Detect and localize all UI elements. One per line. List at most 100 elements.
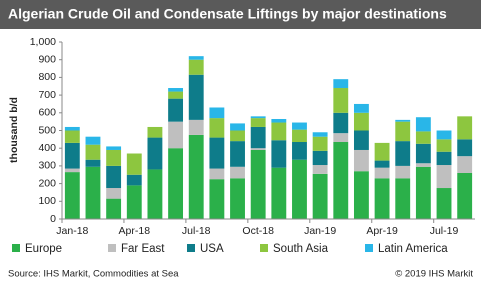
- bar-segment: [230, 130, 245, 142]
- bar-segment: [271, 122, 287, 141]
- bar-segment: [85, 144, 101, 160]
- legend-label: Europe: [25, 243, 62, 255]
- legend-swatch: [260, 244, 268, 252]
- y-tick-label: 600: [38, 107, 56, 119]
- bar-segment: [168, 91, 184, 99]
- bar-segment: [333, 133, 349, 143]
- y-axis-label: thousand b/d: [8, 97, 20, 163]
- bar-segment: [188, 119, 204, 135]
- x-tick-label: Apr-19: [366, 225, 398, 237]
- legend-swatch: [187, 244, 195, 252]
- bar-segment: [209, 107, 225, 119]
- bar-segment: [168, 98, 184, 122]
- bar-segment: [147, 137, 163, 170]
- bar-segment: [292, 122, 307, 130]
- bar-segment: [64, 142, 80, 169]
- y-tick-label: 100: [38, 195, 56, 207]
- bar-segment: [312, 132, 328, 137]
- bar-segment: [209, 168, 225, 180]
- x-tick-label: Jul-19: [430, 225, 459, 237]
- y-tick-label: 0: [50, 213, 56, 225]
- bar-segment: [106, 188, 122, 199]
- bar-segment: [250, 148, 266, 150]
- legend-label: Far East: [121, 243, 165, 255]
- y-tick-label: 800: [38, 71, 56, 83]
- bar-segment: [333, 88, 349, 113]
- y-tick-label: 900: [38, 53, 56, 65]
- x-tick-label: Jan-18: [56, 225, 88, 237]
- bar-segment: [209, 179, 225, 219]
- bar-segment: [188, 134, 204, 219]
- bar-segment: [85, 136, 101, 145]
- legend-label: USA: [200, 243, 224, 255]
- bar-segment: [64, 126, 80, 131]
- bar-segment: [457, 139, 473, 157]
- y-tick-label: 300: [38, 160, 56, 172]
- x-tick-label: Jan-19: [304, 225, 336, 237]
- bar-segment: [395, 119, 411, 122]
- copyright: © 2019 IHS Markit: [395, 269, 473, 280]
- bar-segment: [436, 165, 452, 189]
- bar-segment: [188, 59, 204, 75]
- bar-segment: [333, 79, 349, 89]
- bar-segment: [126, 153, 142, 175]
- bar-segment: [292, 142, 307, 160]
- bar-segment: [188, 56, 204, 60]
- bar-segment: [353, 149, 369, 172]
- bar-segment: [106, 146, 122, 150]
- x-tick-label: Oct-18: [242, 225, 274, 237]
- bar-segment: [353, 103, 369, 113]
- bar-segment: [333, 112, 349, 134]
- bar-segment: [106, 198, 122, 219]
- legend-swatch: [365, 244, 373, 252]
- bar-segment: [168, 88, 184, 92]
- bar-segment: [64, 168, 80, 173]
- legend-label: South Asia: [273, 243, 329, 255]
- bar-segment: [126, 185, 142, 219]
- bar-segment: [250, 149, 266, 219]
- bar-segment: [415, 131, 431, 144]
- chart-title: Algerian Crude Oil and Condensate Liftin…: [8, 6, 447, 22]
- y-tick-label: 700: [38, 89, 56, 101]
- bar-segment: [374, 160, 390, 168]
- bar-segment: [415, 143, 431, 164]
- bar-segment: [415, 166, 431, 219]
- bar-segment: [230, 178, 245, 219]
- bar-segment: [106, 165, 122, 189]
- bar-segment: [209, 137, 225, 169]
- bar-segment: [457, 172, 473, 219]
- bar-segment: [436, 151, 452, 166]
- bar-segment: [374, 178, 390, 219]
- bar-segment: [168, 148, 184, 219]
- bar-segment: [147, 126, 163, 138]
- bar-segment: [395, 178, 411, 219]
- y-tick-label: 200: [38, 177, 56, 189]
- bar-segment: [250, 116, 266, 119]
- legend-swatch: [108, 244, 116, 252]
- bar-segment: [64, 172, 80, 219]
- bar-segment: [85, 159, 101, 167]
- bar-segment: [168, 121, 184, 149]
- bar-segment: [312, 136, 328, 151]
- bar-segment: [230, 141, 245, 167]
- bar-segment: [333, 142, 349, 219]
- bar-segment: [85, 166, 101, 219]
- bar-segment: [374, 142, 390, 161]
- bar-segment: [457, 116, 473, 140]
- bar-segment: [147, 169, 163, 219]
- bar-segment: [395, 165, 411, 179]
- bar-segment: [353, 112, 369, 131]
- bar-segment: [312, 173, 328, 219]
- title-bar: [0, 0, 481, 29]
- bar-segment: [415, 117, 431, 132]
- bar-segment: [271, 167, 287, 219]
- bar-segment: [230, 123, 245, 131]
- bar-segment: [64, 130, 80, 143]
- y-tick-label: 400: [38, 142, 56, 154]
- bar-segment: [436, 188, 452, 219]
- bar-segment: [353, 171, 369, 219]
- bar-segment: [209, 118, 225, 138]
- bar-segment: [271, 140, 287, 168]
- bar-segment: [436, 139, 452, 152]
